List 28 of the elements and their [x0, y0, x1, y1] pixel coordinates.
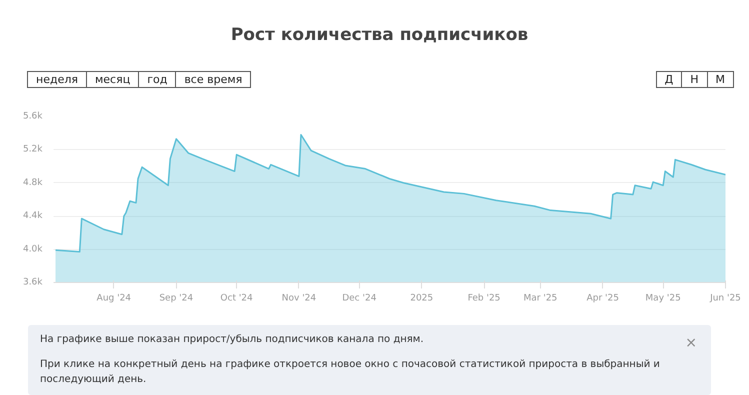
x-tick-label: Nov '24 [282, 294, 316, 304]
text: При клике на конкретный день на графике откроется новое окно с почасовой статистикой прироста в выбранный и последующий день. [40, 358, 661, 388]
text: год [138, 71, 176, 88]
x-tick-label: Dec '24 [342, 294, 377, 304]
x-tick-label: Oct '24 [220, 294, 254, 304]
text: неделя [27, 71, 87, 88]
x-tick-label: Feb '25 [468, 294, 500, 304]
text: все время [175, 71, 252, 88]
text: М [706, 71, 734, 88]
y-tick-label: 5.2k [22, 144, 44, 155]
y-tick-label: 4.4k [22, 211, 44, 222]
x-tick-label: Mar '25 [524, 294, 558, 304]
y-tick-label: 4.0k [22, 244, 44, 254]
text: На графике выше показан прирост/убыль подписчиков канала по дням. [40, 334, 424, 345]
y-tick-label: 4.8k [22, 178, 44, 188]
y-tick-label: 5.6k [22, 112, 44, 122]
text: × [685, 334, 697, 353]
text: Н [681, 71, 708, 88]
x-tick-label: Aug '24 [96, 294, 132, 304]
text: Д [656, 71, 682, 88]
x-tick-label: Sep '24 [159, 294, 194, 304]
y-tick-label: 3.6k [22, 278, 44, 288]
x-tick-label: May '25 [645, 294, 681, 304]
chart-title: Рост количества подписчиков [230, 24, 528, 47]
x-tick-label: 2025 [410, 294, 434, 304]
text: месяц [86, 71, 140, 88]
x-tick-label: Jun '25 [709, 294, 741, 304]
x-tick-label: Apr '25 [586, 294, 619, 304]
